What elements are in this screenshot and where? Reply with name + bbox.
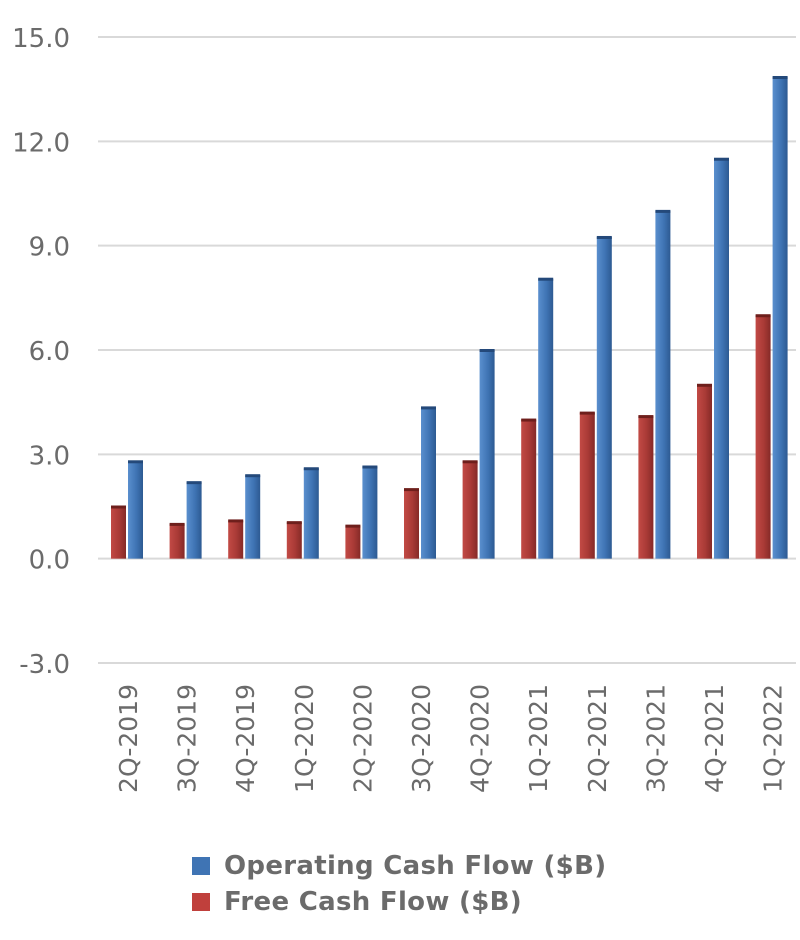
y-tick-label: 15.0 <box>12 24 70 54</box>
legend-label-free: Free Cash Flow ($B) <box>224 887 522 917</box>
bar-operating-cash-flow-cap <box>186 481 202 485</box>
legend-swatch-operating <box>192 857 210 875</box>
x-tick-label: 2Q-2021 <box>583 684 612 793</box>
x-tick-label: 1Q-2020 <box>290 684 319 793</box>
bar-operating-cash-flow <box>421 407 436 559</box>
bar-free-cash-flow <box>169 523 185 559</box>
x-tick-label: 3Q-2021 <box>641 684 670 793</box>
x-tick-label: 4Q-2020 <box>466 684 495 793</box>
y-tick-label: 9.0 <box>29 233 70 263</box>
y-tick-label: 0.0 <box>29 546 70 576</box>
bar-free-cash-flow <box>345 525 361 559</box>
bar-operating-cash-flow <box>655 210 671 559</box>
bar-operating-cash-flow <box>245 475 261 559</box>
legend: Operating Cash Flow ($B) Free Cash Flow … <box>192 848 606 920</box>
gridlines <box>98 36 796 664</box>
bar-operating-cash-flow-cap <box>245 474 261 478</box>
bar-free-cash-flow <box>755 315 771 559</box>
bar-free-cash-flow <box>404 489 419 559</box>
bar-operating-cash-flow-cap <box>655 209 671 213</box>
bar-operating-cash-flow <box>596 236 612 559</box>
bar-operating-cash-flow <box>362 466 378 559</box>
bar-operating-cash-flow <box>714 158 729 559</box>
bar-operating-cash-flow-cap <box>303 467 319 471</box>
bar-free-cash-flow <box>521 419 537 559</box>
x-tick-label: 4Q-2021 <box>700 684 729 793</box>
bar-operating-cash-flow-cap <box>714 157 729 161</box>
y-axis-ticks: 15.0 12.0 9.0 6.0 3.0 0.0 -3.0 <box>12 24 70 680</box>
bar-operating-cash-flow-cap <box>479 349 495 352</box>
bar-operating-cash-flow <box>128 461 143 559</box>
x-tick-label: 2Q-2019 <box>114 684 143 793</box>
bar-free-cash-flow <box>638 416 654 559</box>
bar-free-cash-flow-cap <box>521 418 537 422</box>
bar-free-cash-flow <box>286 522 302 559</box>
bar-operating-cash-flow <box>772 76 788 559</box>
x-tick-label: 3Q-2019 <box>173 684 202 793</box>
legend-item-operating: Operating Cash Flow ($B) <box>192 848 606 884</box>
bar-operating-cash-flow <box>186 482 202 559</box>
bar-free-cash-flow-cap <box>697 383 712 387</box>
x-tick-label: 4Q-2019 <box>231 684 260 793</box>
bar-free-cash-flow-cap <box>111 505 126 509</box>
bar-operating-cash-flow-cap <box>421 406 436 410</box>
bar-operating-cash-flow <box>479 350 495 559</box>
bar-free-cash-flow-cap <box>169 522 185 526</box>
bar-operating-cash-flow <box>538 278 554 559</box>
bar-free-cash-flow-cap <box>755 314 771 318</box>
bar-free-cash-flow-cap <box>286 521 302 525</box>
x-tick-label: 1Q-2022 <box>759 684 788 793</box>
bars <box>111 75 788 559</box>
bar-free-cash-flow-cap <box>345 524 361 528</box>
bar-free-cash-flow <box>579 412 595 559</box>
legend-swatch-free <box>192 893 210 911</box>
x-tick-label: 3Q-2020 <box>407 684 436 793</box>
bar-free-cash-flow <box>111 506 126 559</box>
y-tick-label: 12.0 <box>12 128 70 158</box>
x-tick-label: 2Q-2020 <box>348 684 377 793</box>
bar-operating-cash-flow <box>303 468 319 559</box>
bar-free-cash-flow <box>228 520 244 559</box>
bar-free-cash-flow-cap <box>404 488 419 492</box>
x-tick-label: 1Q-2021 <box>524 684 553 793</box>
y-tick-label: -3.0 <box>19 650 70 680</box>
bar-operating-cash-flow-cap <box>128 460 143 464</box>
bar-operating-cash-flow-cap <box>772 75 788 79</box>
legend-item-free: Free Cash Flow ($B) <box>192 884 606 920</box>
bar-free-cash-flow <box>462 461 478 559</box>
legend-label-operating: Operating Cash Flow ($B) <box>224 851 607 881</box>
bar-operating-cash-flow-cap <box>538 277 554 281</box>
y-tick-label: 3.0 <box>29 441 70 471</box>
bar-operating-cash-flow-cap <box>596 235 612 239</box>
y-tick-label: 6.0 <box>29 337 70 367</box>
x-axis-ticks: 2Q-2019 3Q-2019 4Q-2019 1Q-2020 2Q-2020 3Q-20… <box>114 684 788 793</box>
bar-free-cash-flow <box>697 384 712 559</box>
bar-free-cash-flow-cap <box>579 411 595 415</box>
bar-free-cash-flow-cap <box>462 460 478 464</box>
bar-free-cash-flow-cap <box>638 415 654 419</box>
bar-operating-cash-flow-cap <box>362 465 378 469</box>
cash-flow-chart: 15.0 12.0 9.0 6.0 3.0 0.0 -3.0 2Q-2019 3Q-2019 4… <box>12 24 796 793</box>
bar-free-cash-flow-cap <box>228 519 244 523</box>
